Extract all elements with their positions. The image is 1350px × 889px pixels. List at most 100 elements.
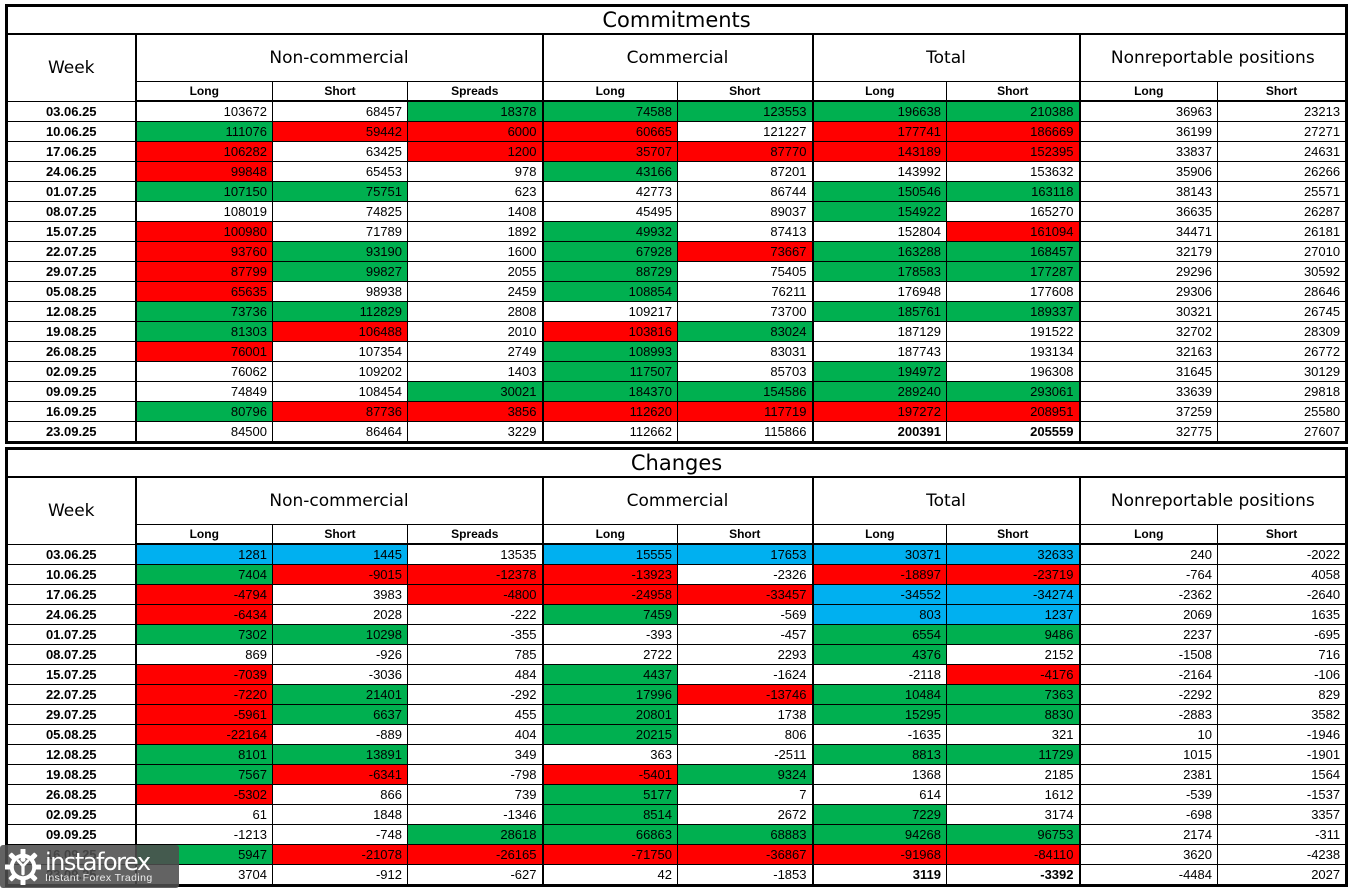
week-column-header: Week [6,476,136,545]
week-cell: 05.08.25 [6,724,136,745]
value-cell: 3357 [1216,804,1348,825]
value-cell: 93760 [134,241,273,262]
value-cell: 866 [272,784,408,805]
value-cell: 1281 [134,543,273,565]
value-cell: -3392 [946,864,1080,886]
week-cell: 12.08.25 [6,744,136,765]
value-cell: 68883 [677,824,813,845]
group-header: Non-commercial [134,33,543,82]
value-cell: 177741 [811,121,947,142]
logo-tagline: Instant Forex Trading [45,871,153,884]
table-row: 24.06.25 99848 65453 978 43166 87201 143992 153… [6,161,1348,182]
value-cell: 363 [541,744,678,765]
value-cell: 87201 [677,161,813,182]
value-cell: 200391 [811,421,947,443]
value-cell: -1946 [1216,724,1348,745]
week-cell: 02.09.25 [6,804,136,825]
value-cell: 803 [811,604,947,625]
value-cell: -1508 [1078,644,1218,665]
week-cell: 03.06.25 [6,100,136,122]
value-cell: 2010 [407,321,543,342]
value-cell: 109202 [272,361,408,382]
value-cell: 4376 [811,644,947,665]
value-cell: 49932 [541,221,678,242]
value-cell: 10 [1078,724,1218,745]
week-cell: 19.08.25 [6,321,136,342]
value-cell: -6434 [134,604,273,625]
value-cell: 2293 [677,644,813,665]
value-cell: 36199 [1078,121,1218,142]
value-cell: 42 [541,864,678,886]
value-cell: 112662 [541,421,678,443]
value-cell: -71750 [541,844,678,865]
value-cell: 27010 [1216,241,1348,262]
value-cell: 1635 [1216,604,1348,625]
value-cell: 6637 [272,704,408,725]
value-cell: 289240 [811,381,947,402]
value-cell: 186669 [946,121,1080,142]
value-cell: -1901 [1216,744,1348,765]
value-cell: -457 [677,624,813,645]
value-cell: -2640 [1216,584,1348,605]
value-cell: -18897 [811,564,947,585]
week-cell: 29.07.25 [6,261,136,282]
value-cell: 108019 [134,201,273,222]
value-cell: 83031 [677,341,813,362]
column-header: Spreads [407,524,543,545]
value-cell: 66863 [541,824,678,845]
value-cell: 7363 [946,684,1080,705]
value-cell: 17653 [677,543,813,565]
value-cell: -4800 [407,584,543,605]
value-cell: 60665 [541,121,678,142]
table-row: 02.09.25 76062 109202 1403 117507 85703 194972… [6,361,1348,382]
value-cell: 2185 [946,764,1080,785]
column-header: Long [811,81,947,102]
value-cell: 187129 [811,321,947,342]
value-cell: 99827 [272,261,408,282]
value-cell: 112620 [541,401,678,422]
week-cell: 22.07.25 [6,684,136,705]
week-cell: 15.07.25 [6,664,136,685]
week-cell: 02.09.25 [6,361,136,382]
table-row: 10.06.25 7404 -9015 -12378 -13923 -2326 -18897… [6,564,1348,585]
value-cell: 30321 [1078,301,1218,322]
value-cell: 4058 [1216,564,1348,585]
value-cell: -698 [1078,804,1218,825]
value-cell: 2381 [1078,764,1218,785]
value-cell: 108993 [541,341,678,362]
table-row: 26.08.25 -5302 866 739 5177 7 614 1612 -539 -1537 [6,784,1348,805]
value-cell: -6341 [272,764,408,785]
column-header: Short [677,81,813,102]
table-row: 22.07.25 93760 93190 1600 67928 73667 163288 16… [6,241,1348,262]
value-cell: 32702 [1078,321,1218,342]
week-cell: 26.08.25 [6,341,136,362]
table-row: 19.08.25 81303 106488 2010 103816 83024 187129… [6,321,1348,342]
value-cell: 185761 [811,301,947,322]
value-cell: -2164 [1078,664,1218,685]
value-cell: 30371 [811,543,947,565]
value-cell: 7302 [134,624,273,645]
value-cell: 76062 [134,361,273,382]
value-cell: 1015 [1078,744,1218,765]
value-cell: 13535 [407,543,543,565]
value-cell: 73700 [677,301,813,322]
value-cell: 28618 [407,824,543,845]
value-cell: -4238 [1216,844,1348,865]
value-cell: -926 [272,644,408,665]
value-cell: 83024 [677,321,813,342]
value-cell: 87770 [677,141,813,162]
value-cell: -798 [407,764,543,785]
value-cell: 205559 [946,421,1080,443]
table-row: 05.08.25 -22164 -889 404 20215 806 -1635 321 10-… [6,724,1348,745]
value-cell: 1403 [407,361,543,382]
value-cell: 29296 [1078,261,1218,282]
value-cell: 208951 [946,401,1080,422]
value-cell: 187743 [811,341,947,362]
value-cell: 152395 [946,141,1080,162]
value-cell: 177608 [946,281,1080,302]
value-cell: 739 [407,784,543,805]
column-header: Short [1216,524,1348,545]
value-cell: 2069 [1078,604,1218,625]
value-cell: -2292 [1078,684,1218,705]
value-cell: 84500 [134,421,273,443]
